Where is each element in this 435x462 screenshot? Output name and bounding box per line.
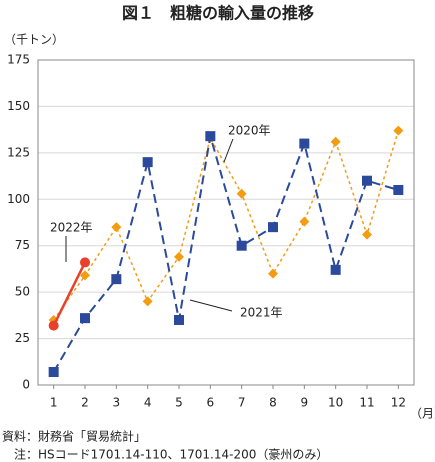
marker — [362, 175, 372, 186]
marker — [142, 296, 153, 307]
y-tick-label: 150 — [7, 99, 30, 113]
x-tick-label: 9 — [301, 396, 309, 410]
x-tick-label: 1 — [50, 396, 58, 410]
marker — [236, 188, 247, 199]
y-tick-label: 100 — [7, 192, 30, 206]
y-tick-label: 50 — [15, 285, 30, 299]
label-bg — [238, 305, 284, 321]
marker — [80, 313, 90, 324]
label-bg — [48, 220, 94, 236]
marker — [111, 222, 122, 233]
marker — [362, 229, 372, 240]
note: 注：HSコード1701.14-110、1701.14-200（豪州のみ） — [2, 447, 328, 462]
y-unit: （千トン） — [4, 33, 64, 47]
marker — [268, 222, 278, 233]
y-tick-label: 0 — [22, 378, 30, 392]
x-tick-label: 12 — [391, 396, 406, 410]
y-tick-label: 125 — [7, 145, 30, 159]
marker — [393, 125, 404, 136]
marker — [48, 320, 59, 331]
x-tick-label: 7 — [238, 396, 246, 410]
marker — [48, 367, 59, 377]
series-label: 2022年 — [50, 221, 93, 235]
marker — [80, 270, 90, 281]
x-unit: （月） — [410, 407, 435, 421]
marker — [111, 274, 122, 285]
series-label: 2021年 — [240, 306, 283, 320]
series-line — [53, 130, 400, 321]
x-tick-label: 11 — [359, 396, 374, 410]
leader-line — [189, 299, 233, 312]
x-tick-label: 2 — [81, 396, 89, 410]
x-tick-label: 3 — [113, 396, 121, 410]
x-tick-label: 4 — [144, 396, 152, 410]
marker — [236, 240, 247, 251]
series-line — [52, 135, 399, 373]
y-tick-label: 175 — [7, 53, 30, 67]
marker — [142, 157, 153, 168]
x-tick-label: 6 — [207, 396, 215, 410]
marker — [80, 257, 90, 268]
marker — [299, 138, 310, 149]
x-tick-label: 10 — [328, 396, 343, 410]
marker — [174, 315, 184, 325]
marker — [330, 264, 341, 275]
x-tick-label: 8 — [269, 396, 277, 410]
y-tick-label: 25 — [15, 331, 30, 345]
note: 資料：財務省「貿易統計」 — [2, 429, 146, 444]
series-label: 2020年 — [228, 124, 271, 138]
chart-title: 図１ 粗糖の輸入量の推移 — [122, 4, 314, 23]
marker — [330, 136, 341, 147]
plot-frame — [37, 59, 415, 386]
y-tick-label: 75 — [15, 238, 30, 252]
series-line — [52, 261, 87, 327]
marker — [174, 251, 184, 262]
marker — [268, 268, 278, 279]
marker — [393, 185, 404, 195]
marker — [205, 131, 216, 142]
label-bg — [226, 123, 272, 139]
marker — [299, 216, 310, 227]
x-tick-label: 5 — [175, 396, 183, 410]
